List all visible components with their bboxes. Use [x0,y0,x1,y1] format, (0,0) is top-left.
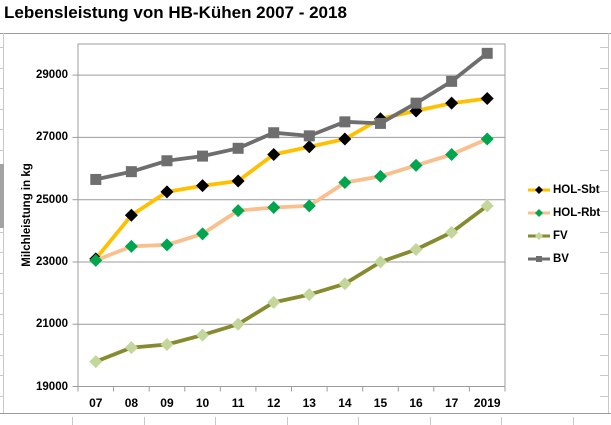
legend-label: HOL-Sbt [553,184,600,196]
x-tick-label: 2019 [473,396,501,410]
x-tick-label: 16 [409,396,423,410]
chart-bottom-border [0,413,611,414]
worksheet-column-gridline [358,417,359,425]
worksheet-row-gridline [0,88,3,89]
x-tick-label: 09 [160,396,174,410]
worksheet-row-gridline [600,170,608,171]
x-tick-label: 12 [267,396,281,410]
worksheet-row-gridline [600,334,608,335]
worksheet-column-gridline [72,417,73,425]
legend-key-icon [528,256,550,262]
worksheet-row-gridline [0,149,3,151]
x-tick-label: 15 [373,396,388,410]
worksheet-row-gridline [600,88,608,89]
worksheet-row-gridline [600,190,608,192]
chart-title: Lebensleistung von HB-Kühen 2007 - 2018 [4,3,347,22]
worksheet-row-gridline [0,47,3,48]
worksheet-row-gridline [600,67,608,69]
x-tick-label: 07 [89,396,103,410]
y-tick-label: 23000 [36,255,68,268]
worksheet-row-gridline [600,108,608,110]
y-axis-title: Milchleistung in kg [21,163,33,267]
legend-key-icon [528,186,550,194]
legend-label: HOL-Rbt [553,207,601,219]
worksheet-column-gridline [215,417,216,425]
legend-item-hol-sbt: HOL-Sbt [528,184,600,196]
x-tick-label: 10 [195,396,210,410]
legend-key-icon [528,232,550,240]
x-tick-label: 11 [231,396,245,410]
worksheet-row-gridline [0,67,3,69]
legend-item-bv: BV [528,253,569,265]
worksheet-column-gridline [429,417,431,425]
worksheet-row-gridline [0,252,3,253]
y-tick-label: 21000 [36,318,68,331]
worksheet-row-gridline [0,334,3,335]
x-tick-label: 14 [338,396,352,410]
worksheet-row-gridline [0,354,3,356]
x-tick-label: 08 [124,396,139,410]
worksheet-column-gridline [286,417,288,425]
worksheet-row-gridline [600,272,608,274]
y-tick-label: 29000 [36,69,68,82]
worksheet-row-gridline [600,231,608,233]
y-tick-label: 25000 [36,193,68,206]
worksheet-right-gridline [608,33,609,413]
legend-item-hol-rbt: HOL-Rbt [528,207,600,219]
scrollbar-thumb[interactable] [0,164,4,228]
worksheet-row-gridline [0,129,3,130]
worksheet-column-gridline [572,417,574,425]
worksheet-row-gridline [600,211,608,212]
worksheet-row-gridline [0,375,3,376]
worksheet-row-gridline [0,395,3,397]
worksheet-row-gridline [600,354,608,356]
legend-label: BV [553,253,569,265]
y-tick-label: 19000 [36,380,68,393]
worksheet-row-gridline [600,149,608,151]
x-tick-label: 13 [302,396,316,410]
worksheet-row-gridline [600,252,608,253]
legend-item-fv: FV [528,230,568,242]
worksheet-row-gridline [0,313,3,315]
worksheet-row-gridline [600,47,608,48]
worksheet-row-gridline [0,272,3,274]
worksheet-column-gridline [501,417,502,425]
x-tick-label: 17 [444,396,459,410]
worksheet-row-gridline [0,108,3,110]
y-tick-label: 27000 [36,131,68,144]
worksheet-row-gridline [600,129,608,130]
worksheet-row-gridline [0,231,3,233]
worksheet-column-gridline [143,417,145,425]
worksheet-row-gridline [0,293,3,294]
worksheet-row-gridline [600,395,608,397]
worksheet-row-gridline [600,293,608,294]
legend-label: FV [553,230,568,242]
chart-top-border [0,33,611,34]
worksheet-row-gridline [600,313,608,315]
worksheet-row-gridline [600,375,608,376]
legend-key-icon [528,209,550,217]
